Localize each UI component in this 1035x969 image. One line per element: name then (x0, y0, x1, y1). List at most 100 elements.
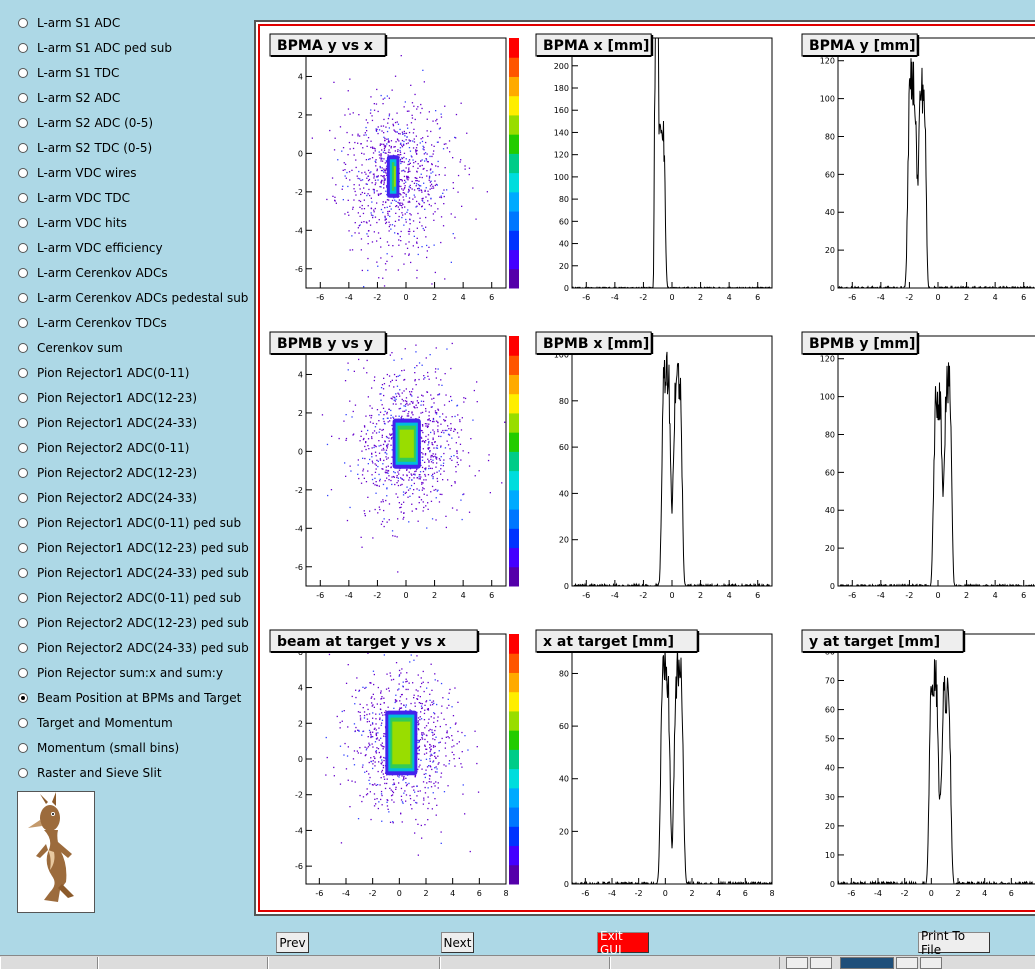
radio-option[interactable]: Raster and Sieve Slit (18, 762, 162, 784)
heatmap-cell (427, 371, 429, 374)
radio-option[interactable]: Pion Rejector2 ADC(12-23) (18, 462, 197, 484)
heatmap-cell (393, 782, 395, 784)
radio-option[interactable]: L-arm S2 TDC (0-5) (18, 137, 152, 159)
radio-button[interactable] (18, 143, 28, 153)
heatmap-cell (405, 221, 407, 223)
radio-option[interactable]: Pion Rejector sum:x and sum:y (18, 662, 223, 684)
radio-option[interactable]: L-arm S2 ADC (18, 87, 120, 109)
heatmap-cell (396, 131, 398, 133)
tray-icon[interactable] (786, 957, 808, 969)
radio-option[interactable]: L-arm Cerenkov ADCs (18, 262, 168, 284)
heatmap-cell (459, 419, 461, 421)
radio-button[interactable] (18, 768, 28, 778)
radio-option[interactable]: Pion Rejector2 ADC(24-33) ped sub (18, 637, 249, 659)
radio-button[interactable] (18, 43, 28, 53)
heatmap-cell (417, 188, 419, 190)
heatmap-cell (374, 160, 376, 162)
heatmap-cell (430, 766, 432, 768)
heatmap-cell (349, 78, 351, 80)
radio-option[interactable]: L-arm S2 ADC (0-5) (18, 112, 153, 134)
radio-button[interactable] (18, 493, 28, 503)
radio-button[interactable] (18, 68, 28, 78)
heatmap-cell (378, 761, 380, 763)
tray-icon[interactable] (840, 957, 894, 969)
heatmap-cell (389, 787, 391, 789)
heatmap-cell (415, 153, 418, 155)
radio-button[interactable] (18, 693, 28, 703)
radio-option[interactable]: L-arm VDC TDC (18, 187, 130, 209)
radio-option[interactable]: Target and Momentum (18, 712, 173, 734)
radio-button[interactable] (18, 443, 28, 453)
radio-option[interactable]: Pion Rejector1 ADC(0-11) ped sub (18, 512, 241, 534)
radio-option[interactable]: Pion Rejector2 ADC(24-33) (18, 487, 197, 509)
heatmap-cell (372, 767, 374, 770)
radio-button[interactable] (18, 268, 28, 278)
next-button[interactable]: Next (441, 932, 474, 953)
heatmap-cell (342, 169, 344, 171)
radio-button[interactable] (18, 93, 28, 103)
heatmap-cell (451, 399, 453, 402)
radio-button[interactable] (18, 343, 28, 353)
tray-icon[interactable] (896, 957, 918, 969)
heatmap-cell (395, 379, 397, 381)
tray-icon[interactable] (920, 957, 942, 969)
radio-button[interactable] (18, 568, 28, 578)
radio-button[interactable] (18, 393, 28, 403)
radio-option[interactable]: L-arm S1 TDC (18, 62, 119, 84)
radio-button[interactable] (18, 368, 28, 378)
radio-button[interactable] (18, 243, 28, 253)
radio-option[interactable]: Beam Position at BPMs and Target (18, 687, 241, 709)
radio-button[interactable] (18, 318, 28, 328)
heatmap-cell (402, 133, 404, 135)
heatmap-cell (378, 219, 380, 221)
radio-option[interactable]: Pion Rejector1 ADC(12-23) (18, 387, 197, 409)
radio-button[interactable] (18, 168, 28, 178)
radio-button[interactable] (18, 543, 28, 553)
radio-option[interactable]: L-arm VDC efficiency (18, 237, 163, 259)
radio-option[interactable]: L-arm S1 ADC ped sub (18, 37, 172, 59)
radio-button[interactable] (18, 643, 28, 653)
radio-option[interactable]: Pion Rejector1 ADC(24-33) (18, 412, 197, 434)
prev-button[interactable]: Prev (276, 932, 309, 953)
heatmap-cell (414, 832, 416, 834)
radio-option[interactable]: L-arm Cerenkov ADCs pedestal sub (18, 287, 248, 309)
radio-button[interactable] (18, 193, 28, 203)
radio-option[interactable]: Pion Rejector1 ADC(12-23) ped sub (18, 537, 249, 559)
radio-button[interactable] (18, 418, 28, 428)
radio-option[interactable]: L-arm S1 ADC (18, 12, 120, 34)
radio-option[interactable]: L-arm VDC hits (18, 212, 127, 234)
radio-option[interactable]: Pion Rejector1 ADC(0-11) (18, 362, 189, 384)
heatmap-cell (365, 433, 367, 435)
status-segment (610, 957, 780, 969)
radio-option[interactable]: Pion Rejector2 ADC(12-23) ped sub (18, 612, 249, 634)
radio-option[interactable]: Pion Rejector1 ADC(24-33) ped sub (18, 562, 249, 584)
y-tick-label: 40 (559, 775, 569, 784)
heatmap-cell (351, 695, 353, 698)
print-to-file-button[interactable]: Print To File (918, 929, 990, 957)
heatmap-cell (380, 246, 382, 248)
radio-option[interactable]: Momentum (small bins) (18, 737, 179, 759)
radio-button[interactable] (18, 18, 28, 28)
radio-button[interactable] (18, 668, 28, 678)
heatmap-cell (423, 479, 425, 481)
radio-button[interactable] (18, 218, 28, 228)
radio-button[interactable] (18, 593, 28, 603)
radio-option[interactable]: L-arm VDC wires (18, 162, 136, 184)
tray-icon[interactable] (810, 957, 832, 969)
exit-gui-button[interactable]: Exit GUI (597, 929, 649, 957)
heatmap-cell (368, 188, 370, 191)
radio-button[interactable] (18, 718, 28, 728)
radio-option[interactable]: Pion Rejector2 ADC(0-11) ped sub (18, 587, 241, 609)
radio-button[interactable] (18, 743, 28, 753)
radio-option[interactable]: L-arm Cerenkov TDCs (18, 312, 167, 334)
radio-button[interactable] (18, 118, 28, 128)
radio-button[interactable] (18, 468, 28, 478)
radio-option[interactable]: Cerenkov sum (18, 337, 123, 359)
radio-option[interactable]: Pion Rejector2 ADC(0-11) (18, 437, 189, 459)
radio-button[interactable] (18, 518, 28, 528)
heatmap-cell (434, 180, 436, 182)
heatmap-cell (423, 773, 425, 775)
radio-button[interactable] (18, 293, 28, 303)
heatmap-cell (423, 153, 425, 155)
radio-button[interactable] (18, 618, 28, 628)
